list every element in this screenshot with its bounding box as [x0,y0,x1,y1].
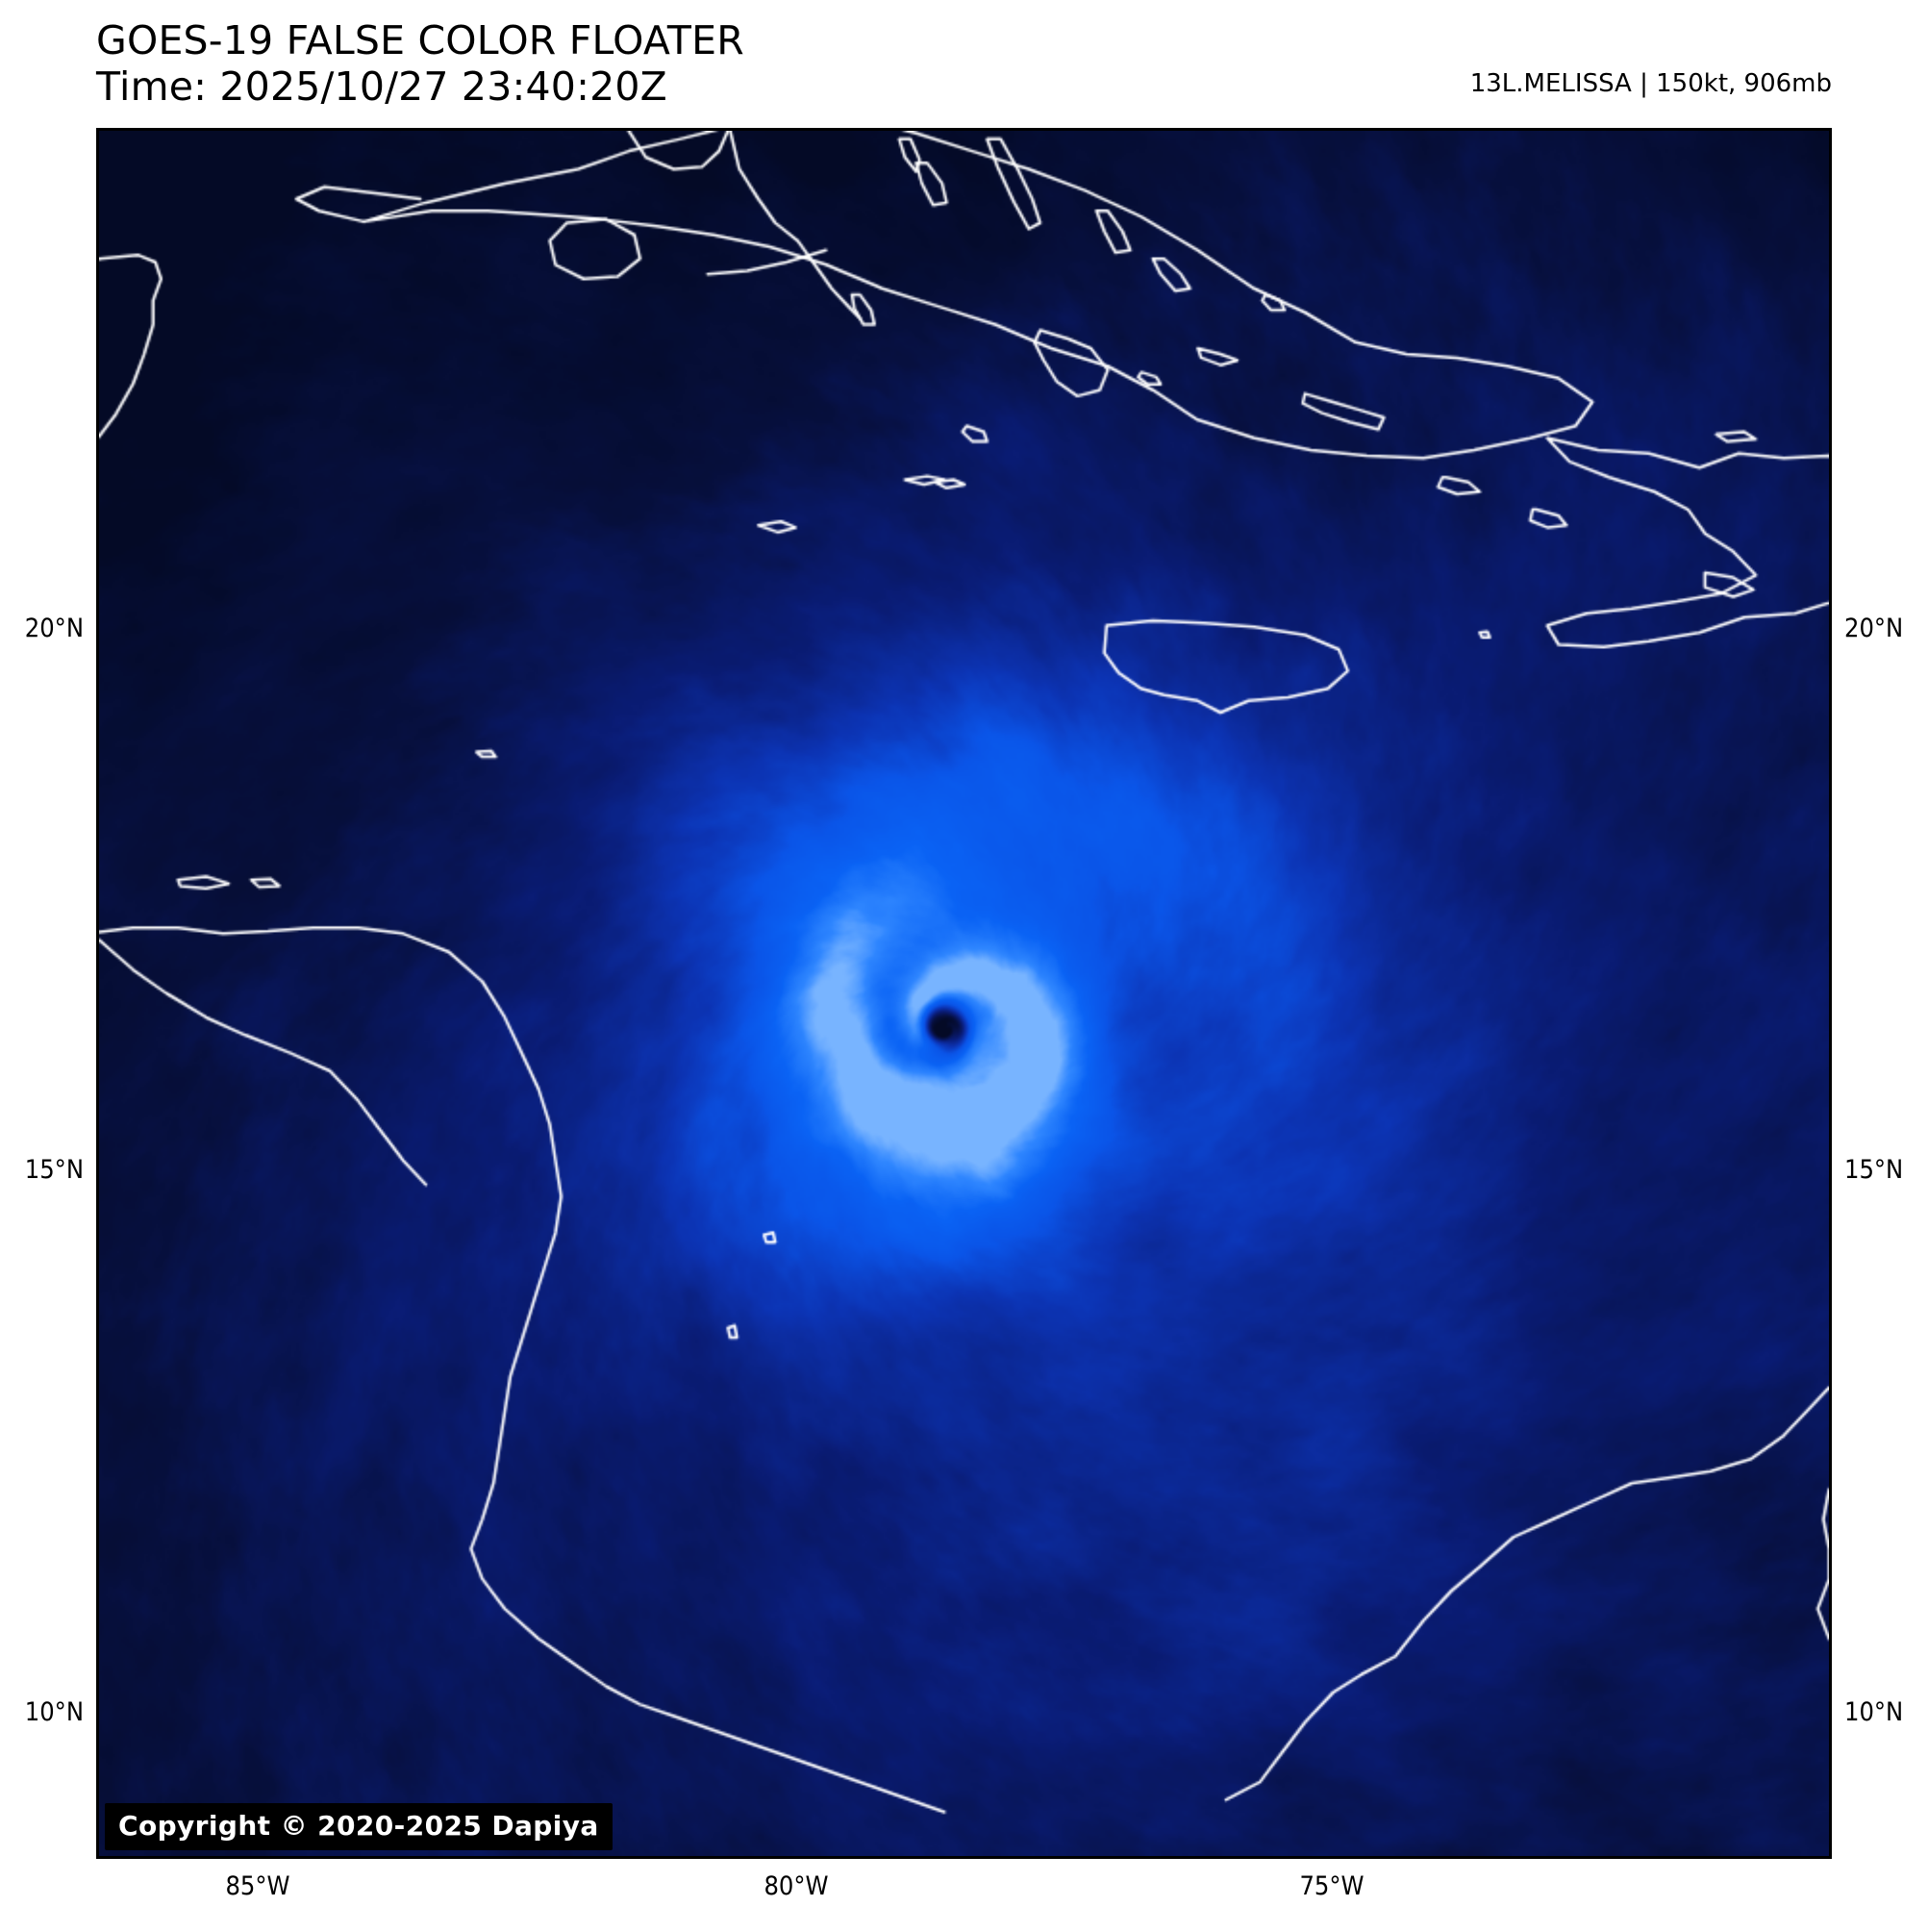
lon-tick-85: 85°W [225,1871,290,1901]
lat-tick-right-10: 10°N [1844,1697,1904,1727]
satellite-image-frame: Copyright © 2020-2025 Dapiya [96,128,1832,1859]
lon-tick-75: 75°W [1299,1871,1365,1901]
satellite-imagery [99,131,1829,1856]
copyright-watermark: Copyright © 2020-2025 Dapiya [105,1803,613,1850]
lat-tick-left-10: 10°N [24,1697,84,1727]
lon-tick-80: 80°W [764,1871,829,1901]
lat-tick-left-15: 15°N [24,1155,84,1185]
lat-tick-right-15: 15°N [1844,1155,1904,1185]
page-title: GOES-19 FALSE COLOR FLOATER [96,17,744,63]
lat-tick-left-20: 20°N [24,614,84,643]
storm-info-label: 13L.MELISSA | 150kt, 906mb [1469,69,1832,98]
lat-tick-right-20: 20°N [1844,614,1904,643]
timestamp-label: Time: 2025/10/27 23:40:20Z [96,63,667,111]
header-title-block: GOES-19 FALSE COLOR FLOATER Time: 2025/1… [96,17,1154,111]
